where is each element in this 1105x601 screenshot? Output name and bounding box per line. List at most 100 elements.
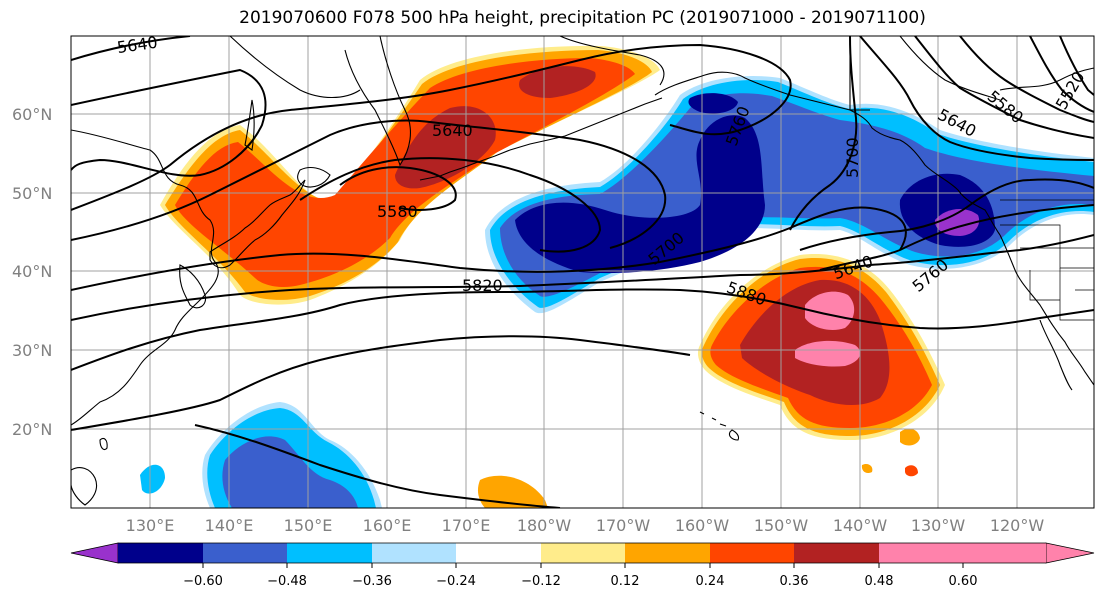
colorbar-segment (287, 543, 372, 563)
contour-line (71, 36, 191, 61)
lon-label: 140°W (833, 516, 888, 535)
lat-label: 40°N (12, 262, 52, 281)
precip-negative-region (688, 93, 738, 114)
contour-line (71, 206, 907, 291)
contour-line (71, 68, 267, 177)
contour-label: 5700 (843, 137, 862, 178)
contour-label: 5640 (116, 33, 159, 57)
coastline-asia (71, 129, 219, 426)
colorbar-tick-label: 0.12 (611, 574, 640, 589)
latitude-labels: 60°N 50°N 40°N 30°N 20°N (12, 105, 52, 439)
contour-label: 5640 (432, 121, 473, 140)
colorbar-tick-label: 0.36 (780, 574, 809, 589)
contour-line (789, 36, 858, 231)
colorbar-tick-label: 0.24 (696, 574, 725, 589)
precip-negative-region (934, 208, 980, 236)
colorbar-tick-label: −0.48 (267, 574, 307, 589)
contour-line (71, 288, 1094, 371)
lon-label: 120°W (990, 516, 1045, 535)
colorbar-extend-low (70, 542, 119, 564)
coastline-kamchatka (344, 36, 411, 167)
lat-label: 20°N (12, 420, 52, 439)
contour-label: 5820 (462, 276, 503, 295)
contour-line (914, 36, 1094, 139)
contour-line (71, 43, 792, 211)
precip-negative-region (222, 436, 358, 508)
contour-line (339, 166, 457, 211)
contour-line (194, 424, 561, 508)
precip-shading (140, 45, 1094, 508)
colorbar-segment (879, 543, 963, 563)
lon-label: 150°W (754, 516, 809, 535)
contour-line (959, 36, 1094, 123)
map-title: 2019070600 F078 500 hPa height, precipit… (239, 8, 926, 28)
map-frame (70, 35, 1095, 509)
coastline-canada-coast (899, 36, 1001, 101)
lon-label: 130°W (911, 516, 966, 535)
precip-negative-region (140, 464, 165, 494)
contour-line (1059, 36, 1094, 96)
coastline-hokkaido (297, 166, 331, 188)
colorbar-ticks (202, 563, 964, 568)
coastline-baja (1039, 319, 1073, 391)
coastline-okhotsk (229, 36, 361, 98)
lon-label: 140°E (205, 516, 254, 535)
contour-label: 5580 (377, 202, 418, 221)
colorbar-tick-label: −0.24 (436, 574, 476, 589)
longitude-labels: 130°E 140°E 150°E 160°E 170°E 180°W 170°… (126, 516, 1045, 535)
contour-line (799, 178, 1094, 251)
coastline-korea (179, 264, 207, 309)
coastline-taiwan (99, 437, 108, 451)
colorbar-extend-high (1045, 542, 1095, 564)
colorbar-segment (625, 543, 710, 563)
colorbar-tick-label: 0.60 (949, 574, 978, 589)
coastline-north-america (999, 234, 1094, 386)
lon-label: 160°E (363, 516, 412, 535)
lon-label: 130°E (126, 516, 175, 535)
coastline-alaska (654, 71, 1001, 236)
contour-line (1029, 36, 1094, 113)
lat-label: 60°N (12, 105, 52, 124)
colorbar-segment (118, 543, 203, 563)
colorbar-segment (710, 543, 794, 563)
colorbar-tick-label: −0.36 (352, 574, 392, 589)
colorbar-segment (794, 543, 879, 563)
precip-positive-region (905, 465, 918, 477)
lat-label: 30°N (12, 341, 52, 360)
coastline-chukotka (559, 36, 665, 86)
precip-positive-region (900, 428, 920, 446)
contour-labels: 5640 5640 5580 5820 5880 5700 5760 5700 … (116, 33, 1089, 309)
contour-line (299, 157, 602, 253)
colorbar-segment (963, 543, 1046, 563)
contour-line (71, 234, 1094, 321)
precip-positive-region (861, 463, 873, 474)
colorbar-tick-label: −0.60 (183, 574, 223, 589)
lon-label: 150°E (284, 516, 333, 535)
lon-label: 160°W (675, 516, 730, 535)
lat-label: 50°N (12, 184, 52, 203)
contour-line (71, 335, 691, 431)
colorbar-outline (118, 542, 1046, 564)
coastline-hawaii (699, 411, 740, 441)
colorbar: −0.60 −0.48 −0.36 −0.24 −0.12 0.12 0.24 … (70, 542, 1095, 589)
colorbar-segment (203, 543, 287, 563)
colorbar-segment (541, 543, 625, 563)
precip-positive-region (477, 475, 548, 508)
contour-line (859, 36, 1094, 161)
precip-positive-region (805, 291, 855, 330)
precip-positive-region (519, 66, 596, 98)
height-contours (71, 36, 1094, 508)
political-borders (1000, 199, 1094, 321)
lon-label: 180°W (517, 516, 572, 535)
coastline-philippines (71, 467, 98, 506)
precip-positive-region (795, 340, 861, 367)
colorbar-tick-label: −0.12 (521, 574, 561, 589)
contour-line (71, 119, 667, 249)
contour-line (819, 204, 1094, 271)
colorbar-tick-label: 0.48 (865, 574, 894, 589)
lon-label: 170°E (442, 516, 491, 535)
colorbar-segment (372, 543, 456, 563)
coastline-aleutians (419, 97, 663, 181)
colorbar-segment (456, 543, 541, 563)
